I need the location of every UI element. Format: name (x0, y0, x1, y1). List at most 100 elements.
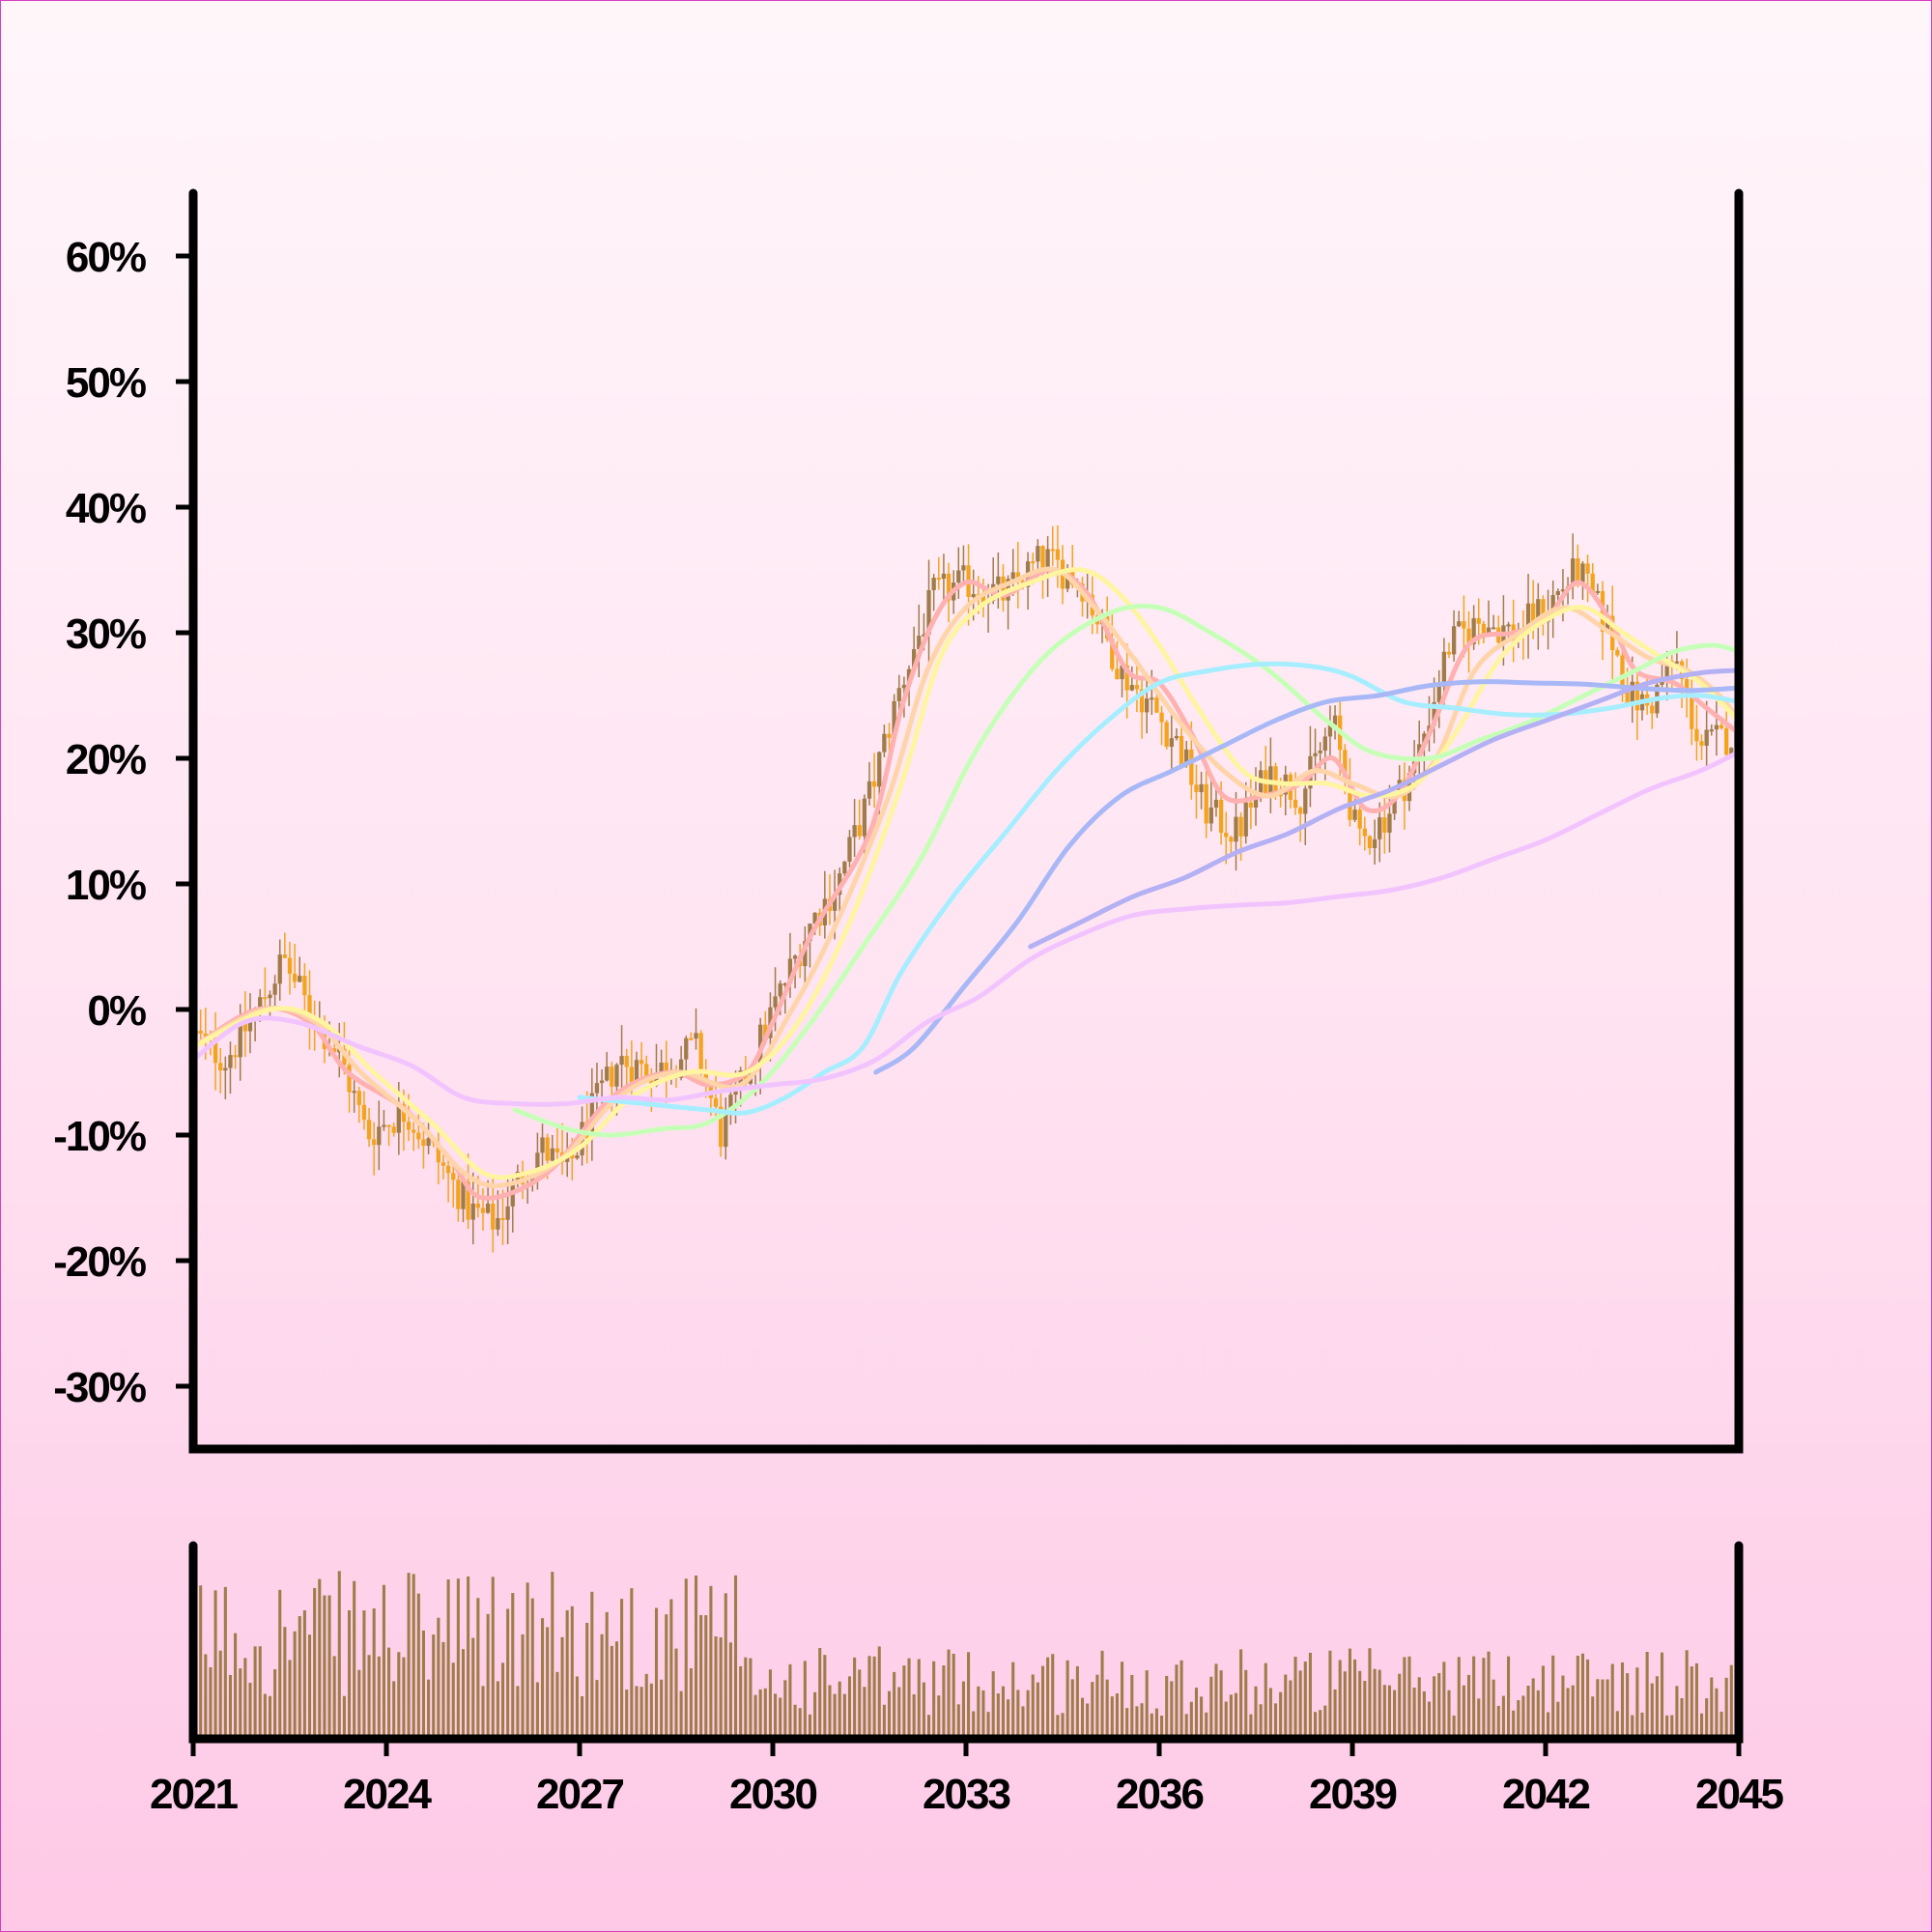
volume-bar (218, 1650, 222, 1739)
candle-body (1298, 808, 1303, 814)
candle-body (842, 861, 847, 874)
candle-body (456, 1179, 461, 1209)
candle-body (1332, 715, 1338, 725)
volume-bar (1626, 1673, 1630, 1739)
candle-body (352, 1091, 356, 1094)
candle-body (1446, 651, 1452, 655)
candle-body (1685, 679, 1690, 693)
volume-bar (1115, 1693, 1119, 1739)
candle-body (1159, 712, 1164, 723)
volume-bar (902, 1665, 906, 1739)
volume-bar (991, 1671, 995, 1739)
candle-body (1387, 813, 1392, 833)
volume-bar (307, 1634, 312, 1739)
candle-body (728, 1094, 733, 1113)
candle-body (787, 958, 793, 984)
candle-body (1204, 783, 1208, 824)
volume-bar (828, 1685, 832, 1739)
candle-body (719, 1106, 724, 1148)
volume-bar (1601, 1679, 1605, 1739)
volume-bar (199, 1585, 203, 1739)
volume-bar (1387, 1685, 1391, 1739)
volume-bar (1368, 1648, 1372, 1739)
candle-body (272, 983, 277, 995)
candle-body (247, 1019, 253, 1032)
volume-bar (1319, 1710, 1322, 1739)
candle-body (857, 825, 862, 837)
volume-bar (1040, 1665, 1045, 1739)
volume-bar (521, 1634, 525, 1739)
volume-bar (402, 1657, 406, 1739)
candle-body (867, 781, 872, 799)
volume-bar (1298, 1670, 1302, 1739)
volume-bar (516, 1686, 520, 1739)
volume-bar (927, 1715, 931, 1739)
volume-bar (753, 1694, 757, 1739)
volume-bar (546, 1627, 550, 1739)
x-tick-label: 2039 (1309, 1771, 1396, 1818)
moving-average-line (190, 566, 1742, 1189)
candle-body (1441, 651, 1447, 687)
candle-body (292, 974, 298, 982)
volume-bar (937, 1695, 941, 1739)
volume-bar (803, 1661, 807, 1739)
candle-body (287, 957, 293, 975)
candle-body (1392, 795, 1397, 814)
volume-bar (813, 1691, 817, 1739)
volume-bar (1487, 1651, 1491, 1739)
candle-body (203, 1034, 208, 1037)
volume-bar (551, 1572, 554, 1739)
candle-body (1362, 828, 1367, 837)
volume-bar (1036, 1682, 1039, 1739)
volume-bar (1254, 1686, 1258, 1739)
candle-body (684, 1037, 689, 1060)
candle-body (540, 1137, 545, 1153)
candle-body (1238, 816, 1243, 837)
volume-bar (481, 1686, 485, 1739)
volume-bar (1501, 1695, 1505, 1739)
volume-bar (709, 1585, 713, 1739)
volume-bar (1065, 1660, 1069, 1739)
candle-body (1719, 724, 1724, 728)
candle-body (1199, 783, 1204, 792)
volume-bar (981, 1690, 985, 1739)
volume-bar (1635, 1667, 1639, 1739)
volume-bar (1437, 1672, 1441, 1739)
candle-body (1189, 749, 1194, 785)
candle-body (1436, 686, 1441, 702)
y-tick-label: 50% (66, 359, 146, 407)
candle-body (1045, 549, 1050, 569)
volume-bar (863, 1687, 867, 1739)
candle-body (882, 733, 887, 753)
volume-bar (1531, 1678, 1535, 1739)
volume-bar (1457, 1657, 1461, 1739)
candle-body (1372, 838, 1378, 848)
volume-bar (1615, 1711, 1619, 1739)
volume-bar (1447, 1690, 1451, 1739)
volume-bar (838, 1681, 841, 1739)
candle-body (892, 700, 896, 738)
candle-body (689, 1037, 694, 1040)
candle-body (1145, 698, 1150, 713)
volume-bar (288, 1660, 292, 1739)
volume-bar (1492, 1679, 1495, 1739)
candle-body (1724, 727, 1729, 755)
candle-body (1036, 546, 1040, 562)
candle-body (1218, 799, 1224, 834)
volume-bar (1373, 1668, 1377, 1739)
candle-body (233, 1055, 238, 1058)
volume-bar (1670, 1715, 1674, 1739)
candle-body (1462, 621, 1466, 629)
volume-bar (570, 1605, 574, 1739)
volume-bar (1189, 1701, 1193, 1739)
candle-body (347, 1065, 352, 1093)
volume-bar (298, 1616, 301, 1739)
x-tick-label: 2024 (343, 1771, 432, 1818)
candle-body (223, 1067, 228, 1071)
candle-body (901, 684, 907, 689)
volume-bar (887, 1690, 892, 1739)
candle-body (1010, 572, 1015, 580)
candle-body (258, 997, 263, 1010)
volume-bar (1690, 1666, 1693, 1739)
candle-body (936, 578, 941, 581)
